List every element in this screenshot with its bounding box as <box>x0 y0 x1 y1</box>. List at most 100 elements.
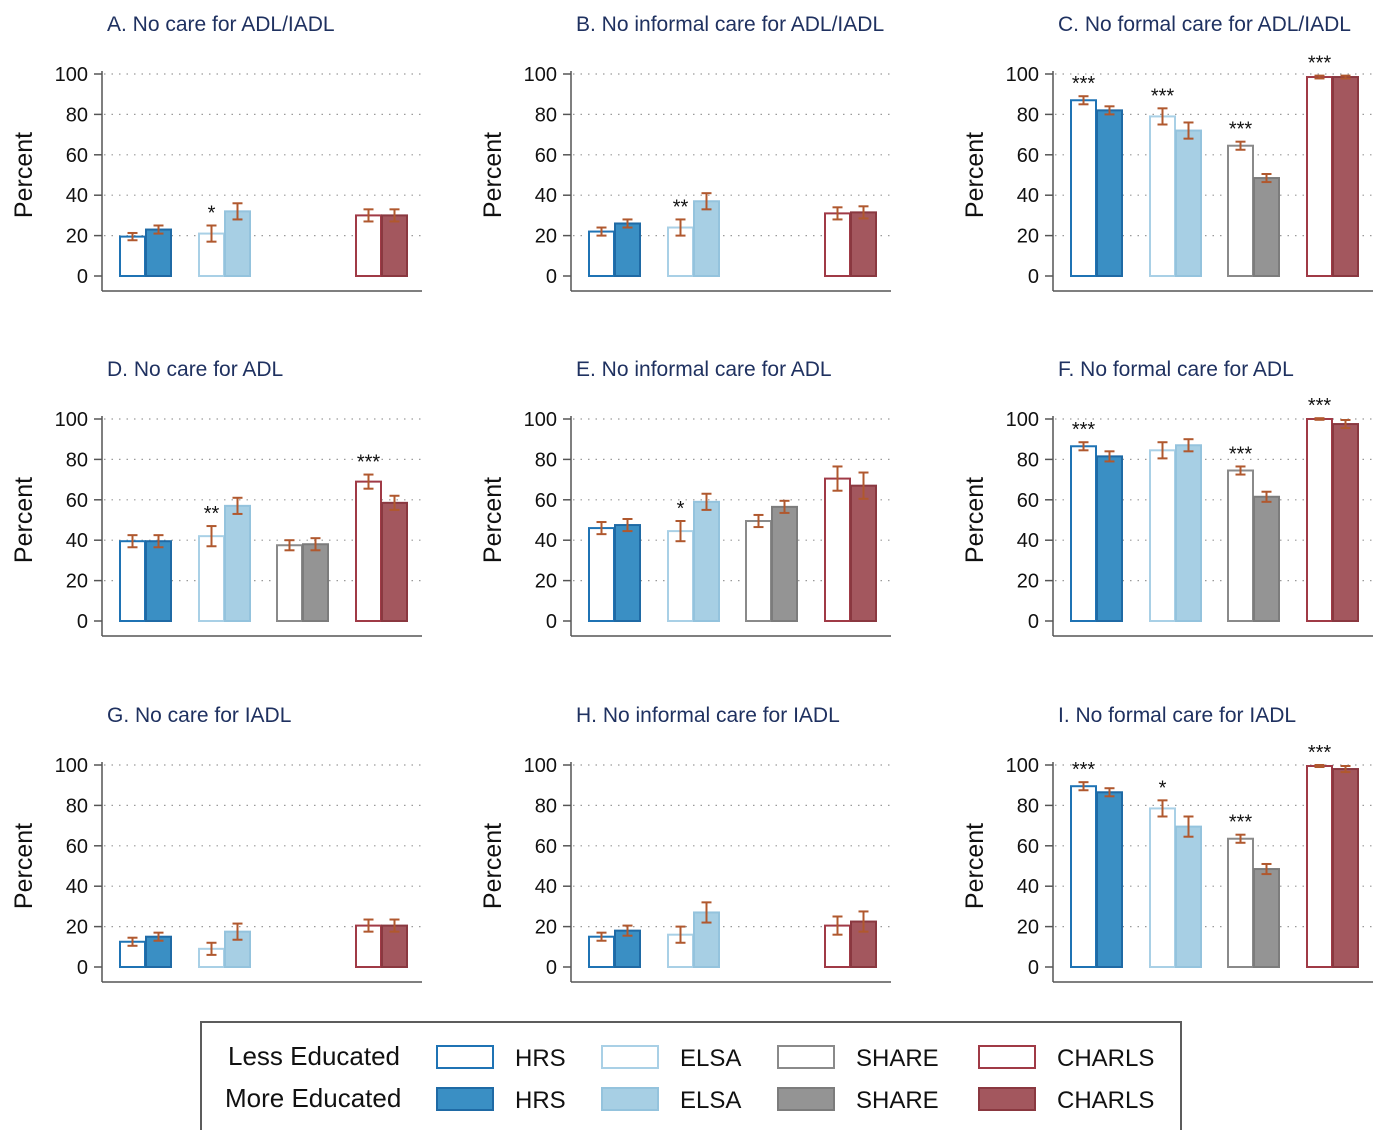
legend-swatch-charls-less <box>978 1045 1036 1069</box>
y-tick-label: 40 <box>535 876 557 898</box>
bar-hrs-more <box>614 524 641 622</box>
y-tick-label: 20 <box>66 226 88 248</box>
y-tick-label: 0 <box>77 611 88 633</box>
y-tick-label: 40 <box>1017 530 1039 552</box>
y-tick-label: 20 <box>66 917 88 939</box>
panel-title: E. No informal care for ADL <box>576 358 832 381</box>
bar-elsa-less <box>667 530 694 622</box>
y-axis-label: Percent <box>479 477 507 563</box>
bar-charls-more <box>381 214 408 277</box>
y-axis-label: Percent <box>961 132 989 218</box>
significance-label: *** <box>1072 73 1096 95</box>
legend-label-elsa-more: ELSA <box>680 1087 742 1114</box>
y-tick-label: 20 <box>535 226 557 248</box>
y-tick-label: 0 <box>77 957 88 979</box>
bar-share-less <box>276 544 303 622</box>
bar-elsa-more <box>693 200 720 277</box>
bar-elsa-less <box>198 535 225 622</box>
y-tick-label: 60 <box>66 490 88 512</box>
panel-c: C. No formal care for ADL/IADL Percent 0 20… <box>961 13 1373 292</box>
y-tick-label: 100 <box>1006 755 1039 777</box>
y-tick-label: 60 <box>66 145 88 167</box>
y-tick-label: 20 <box>535 571 557 593</box>
significance-label: *** <box>1308 395 1332 417</box>
y-axis-label: Percent <box>10 823 38 909</box>
legend-label-elsa-less: ELSA <box>680 1045 742 1072</box>
bar-elsa-more <box>1175 444 1202 623</box>
bar-hrs-more <box>145 935 172 969</box>
y-tick-label: 100 <box>1006 64 1039 86</box>
significance-label: *** <box>1229 119 1253 141</box>
bar-charls-more <box>1332 423 1359 622</box>
bar-share-less <box>745 520 772 623</box>
legend-label-hrs-more: HRS <box>515 1087 566 1114</box>
bar-elsa-more <box>693 500 720 623</box>
bar-charls-less <box>1306 765 1333 969</box>
panel-title: G. No care for IADL <box>107 704 291 727</box>
y-axis-label: Percent <box>10 477 38 563</box>
panel-title: I. No formal care for IADL <box>1058 704 1296 727</box>
y-tick-label: 80 <box>66 795 88 817</box>
y-tick-label: 40 <box>66 530 88 552</box>
y-axis-label: Percent <box>10 132 38 218</box>
bar-elsa-less <box>1149 115 1176 277</box>
y-tick-label: 40 <box>66 185 88 207</box>
bar-charls-less <box>824 477 851 622</box>
y-tick-label: 60 <box>535 836 557 858</box>
bar-hrs-more <box>1096 791 1123 969</box>
y-tick-label: 100 <box>55 409 88 431</box>
y-tick-label: 80 <box>66 104 88 126</box>
y-tick-label: 0 <box>546 611 557 633</box>
y-tick-label: 20 <box>66 571 88 593</box>
panel-a: A. No care for ADL/IADL Percent 0 20 40 60 80 1… <box>10 13 422 292</box>
significance-label: *** <box>1229 812 1253 834</box>
legend-label-hrs-less: HRS <box>515 1045 566 1072</box>
significance-label: *** <box>1229 443 1253 465</box>
bar-hrs-more <box>614 222 641 277</box>
y-tick-label: 80 <box>1017 795 1039 817</box>
y-tick-label: 80 <box>66 449 88 471</box>
bar-charls-more <box>381 501 408 622</box>
bar-charls-less <box>355 480 382 622</box>
y-tick-label: 60 <box>1017 490 1039 512</box>
bar-hrs-less <box>1070 445 1097 622</box>
bar-elsa-less <box>1149 807 1176 968</box>
y-tick-label: 80 <box>1017 104 1039 126</box>
panel-g: G. No care for IADL Percent 0 20 40 60 80 100 <box>10 704 422 983</box>
y-tick-label: 20 <box>1017 571 1039 593</box>
y-tick-label: 0 <box>546 957 557 979</box>
bar-elsa-more <box>224 210 251 277</box>
bar-charls-more <box>1332 768 1359 968</box>
bar-hrs-less <box>588 527 615 623</box>
y-axis-label: Percent <box>479 132 507 218</box>
bar-hrs-more <box>145 540 172 623</box>
significance-label: *** <box>1151 85 1175 107</box>
panel-title: D. No care for ADL <box>107 358 283 381</box>
bar-hrs-more <box>1096 109 1123 277</box>
y-tick-label: 100 <box>524 409 557 431</box>
bar-charls-less <box>355 214 382 277</box>
y-tick-label: 100 <box>1006 409 1039 431</box>
panel-title: C. No formal care for ADL/IADL <box>1058 13 1351 36</box>
panel-title: A. No care for ADL/IADL <box>107 13 335 36</box>
legend-swatch-elsa-less <box>601 1045 659 1069</box>
bar-charls-more <box>1332 76 1359 277</box>
bar-hrs-less <box>1070 785 1097 969</box>
bar-charls-less <box>824 212 851 278</box>
significance-label: *** <box>357 452 381 474</box>
y-tick-label: 80 <box>535 449 557 471</box>
bar-share-more <box>1253 177 1280 277</box>
legend-label-charls-more: CHARLS <box>1057 1087 1155 1114</box>
significance-label: ** <box>673 196 689 218</box>
bar-hrs-more <box>145 228 172 277</box>
y-tick-label: 80 <box>535 795 557 817</box>
legend-swatch-charls-more <box>978 1087 1036 1111</box>
bar-hrs-less <box>119 235 146 277</box>
legend-label-share-more: SHARE <box>856 1087 939 1114</box>
significance-label: * <box>208 203 216 225</box>
significance-label: * <box>677 498 685 520</box>
y-tick-label: 40 <box>535 185 557 207</box>
legend-swatch-elsa-more <box>601 1087 659 1111</box>
bar-hrs-less <box>588 230 615 277</box>
